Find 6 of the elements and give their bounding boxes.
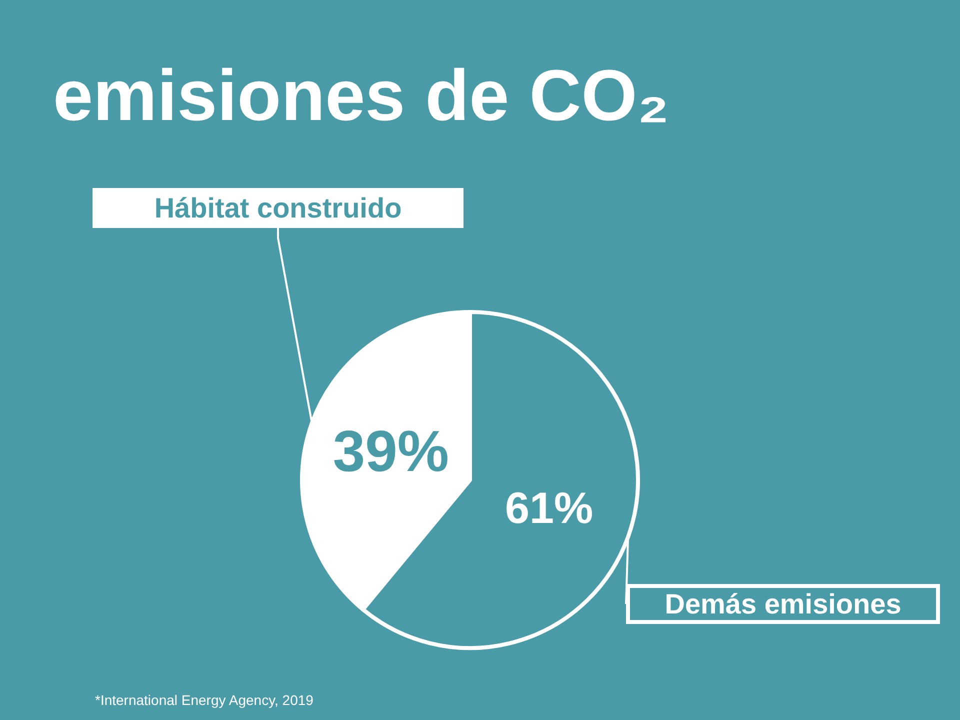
text: *International Energy Agency, 2019 xyxy=(95,692,314,708)
data-label: 61% xyxy=(504,484,594,533)
slice-label: Demás emisiones xyxy=(664,588,902,620)
chart-title: emisiones de CO₂ xyxy=(53,56,670,136)
slice-label: Hábitat construido xyxy=(154,192,402,224)
data-label: 39% xyxy=(332,419,450,484)
